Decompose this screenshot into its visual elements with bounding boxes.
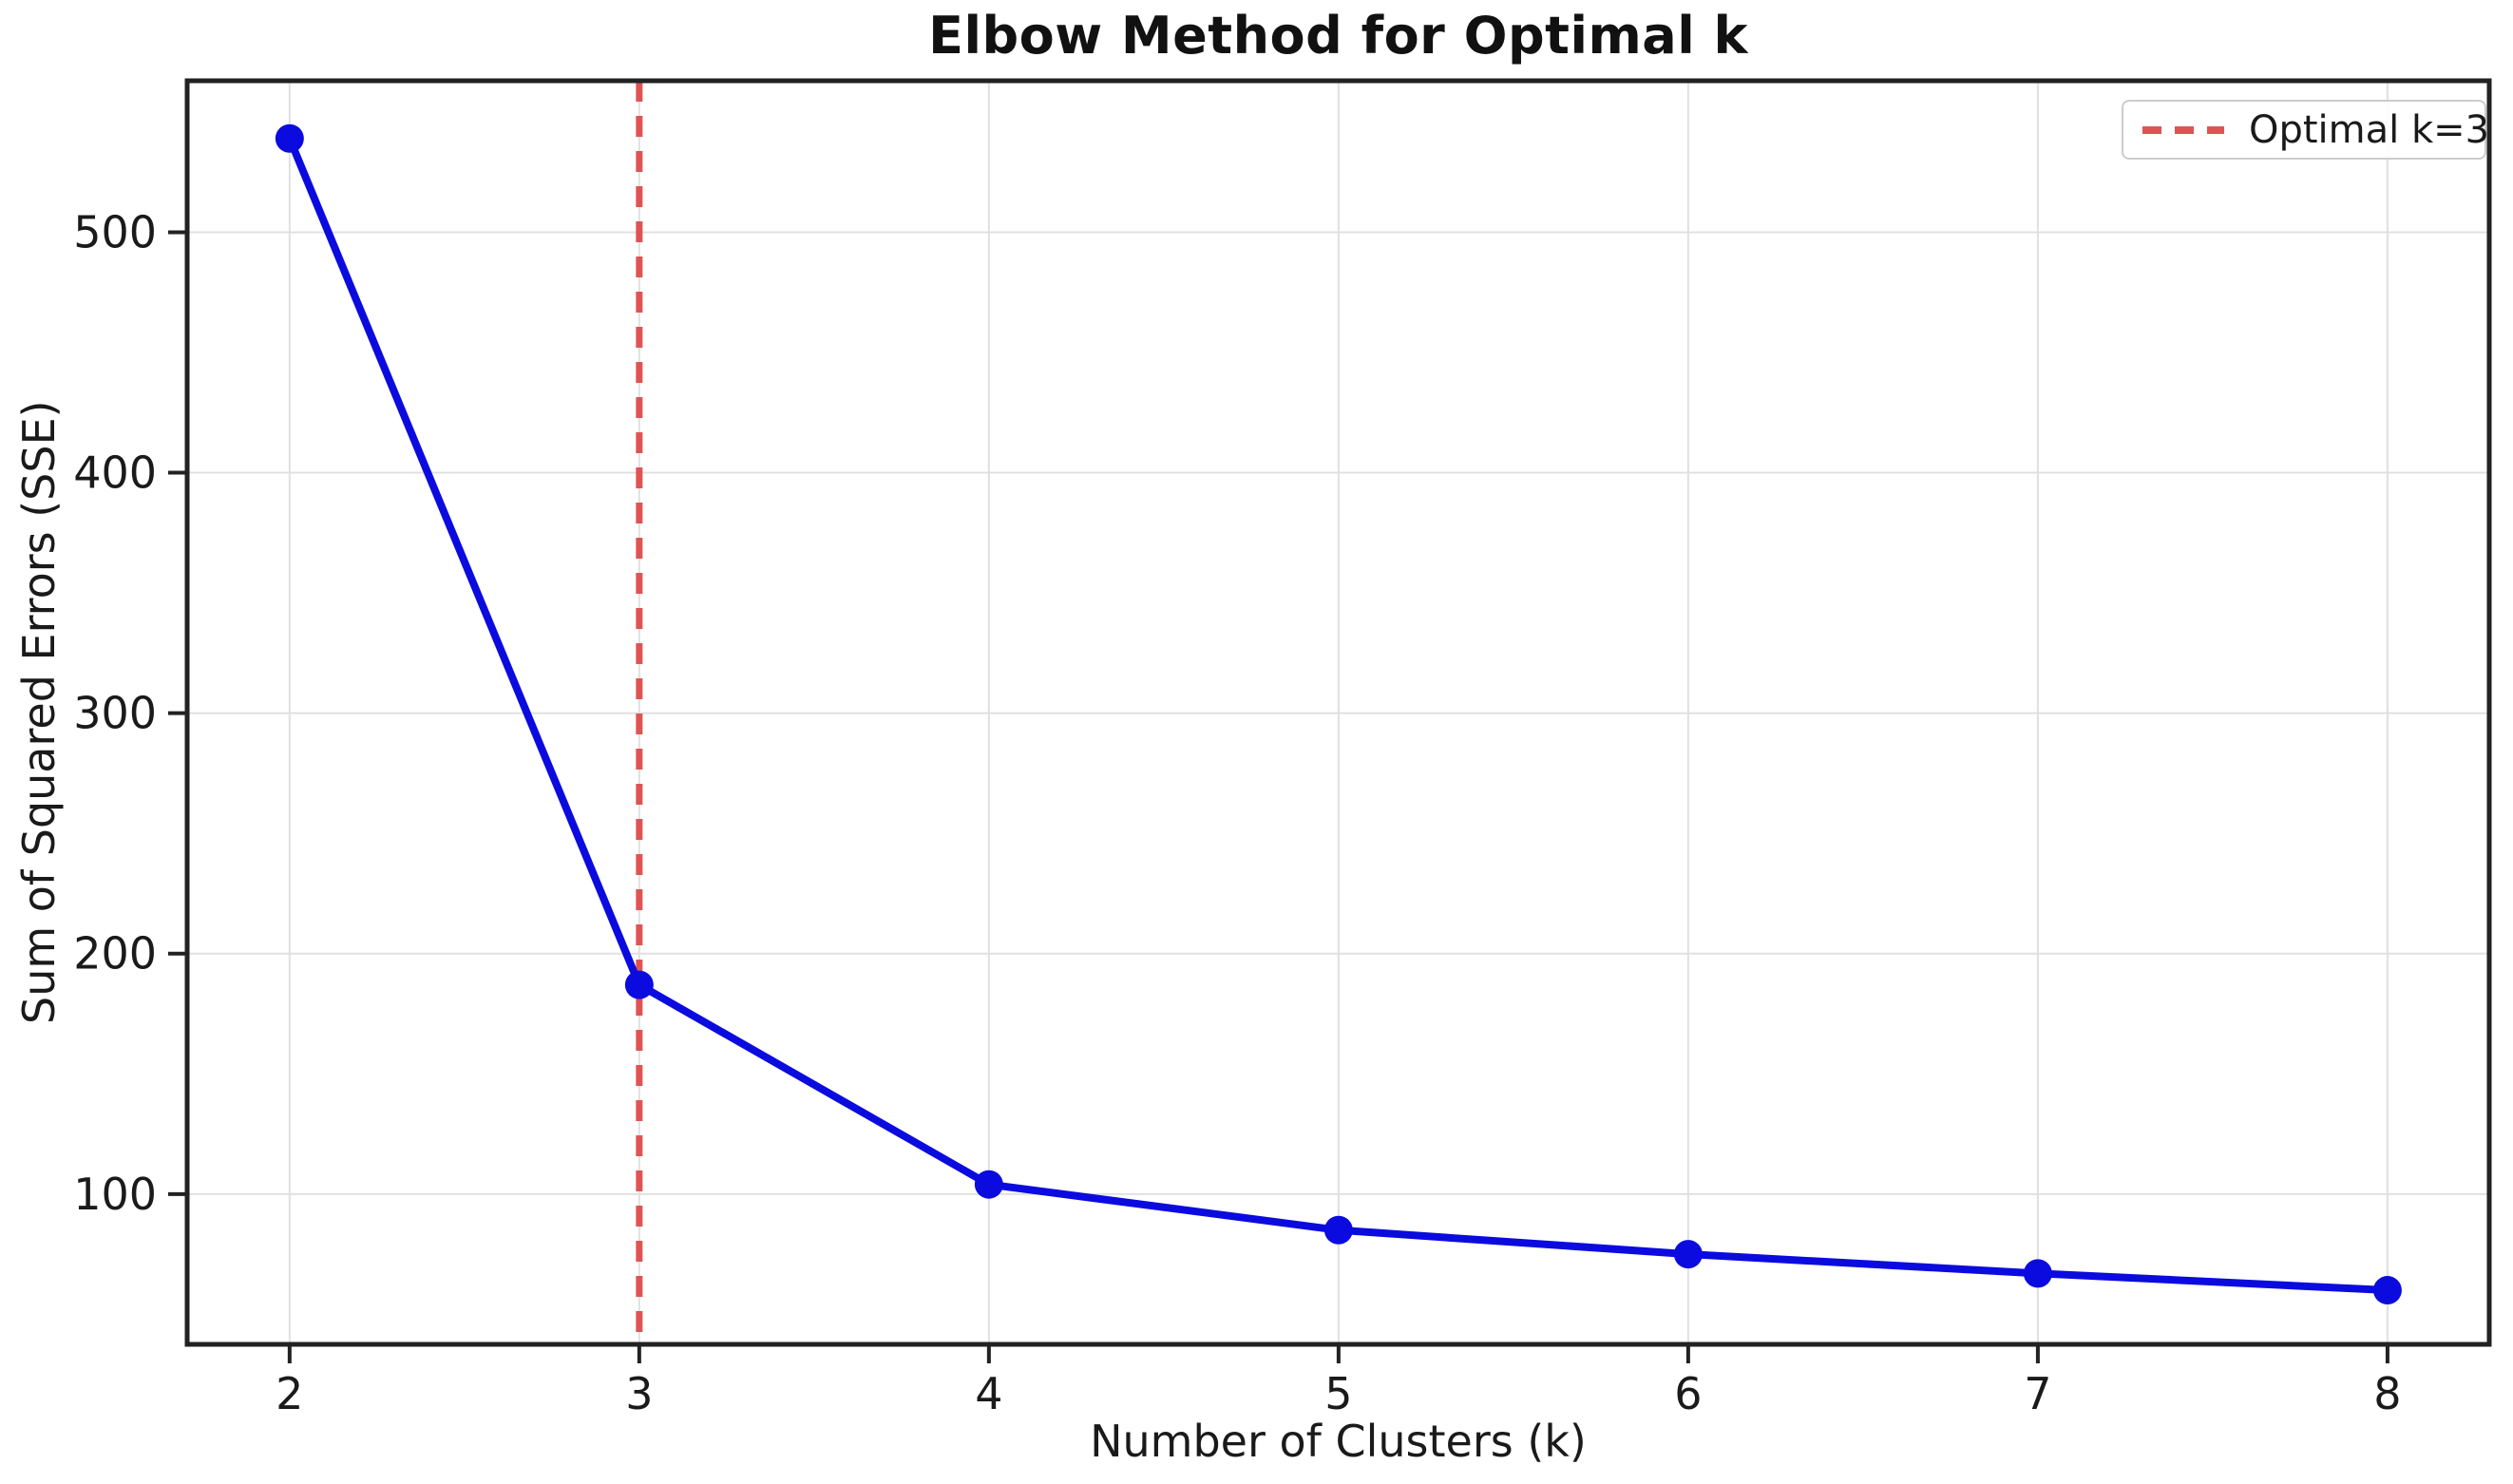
legend: Optimal k=3 bbox=[2122, 100, 2490, 160]
y-tick-label-500: 500 bbox=[73, 206, 157, 257]
data-point-k5 bbox=[1323, 1215, 1353, 1245]
x-tick-label-7: 7 bbox=[2024, 1368, 2051, 1419]
y-tick-label-300: 300 bbox=[73, 688, 157, 739]
legend-label: Optimal k=3 bbox=[2249, 107, 2490, 152]
chart-title: Elbow Method for Optimal k bbox=[928, 6, 1748, 66]
data-point-k6 bbox=[1673, 1240, 1703, 1269]
x-tick-label-8: 8 bbox=[2373, 1368, 2401, 1419]
y-axis-label: Sum of Squared Errors (SSE) bbox=[13, 400, 65, 1025]
x-tick-label-4: 4 bbox=[975, 1368, 1002, 1419]
y-tick-label-100: 100 bbox=[73, 1169, 157, 1220]
data-point-k7 bbox=[2023, 1259, 2052, 1288]
data-point-k2 bbox=[275, 124, 304, 153]
x-tick-label-5: 5 bbox=[1324, 1368, 1352, 1419]
data-point-k8 bbox=[2372, 1276, 2402, 1305]
y-tick-label-200: 200 bbox=[73, 928, 157, 980]
data-point-k4 bbox=[974, 1170, 1003, 1199]
x-axis-label: Number of Clusters (k) bbox=[1090, 1416, 1587, 1467]
legend-dashed-line-icon bbox=[2142, 125, 2224, 134]
x-tick-label-2: 2 bbox=[276, 1368, 303, 1419]
y-tick-label-400: 400 bbox=[73, 447, 157, 499]
data-point-k3 bbox=[624, 970, 654, 999]
x-tick-label-3: 3 bbox=[625, 1368, 653, 1419]
x-tick-label-6: 6 bbox=[1674, 1368, 1702, 1419]
